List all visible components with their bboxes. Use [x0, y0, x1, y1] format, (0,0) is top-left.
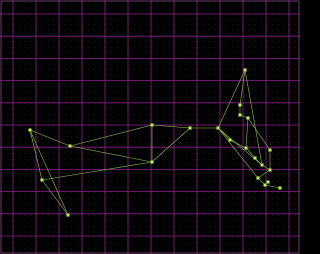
- link: [247, 117, 271, 151]
- node: [238, 113, 242, 117]
- dot-grid: [0, 0, 300, 254]
- node: [238, 103, 242, 107]
- node: [268, 148, 272, 152]
- link: [69, 124, 153, 147]
- nodes: [28, 68, 282, 217]
- node: [150, 160, 154, 164]
- link: [151, 127, 191, 163]
- node: [243, 68, 247, 72]
- link: [245, 117, 249, 149]
- link: [217, 69, 246, 129]
- link: [229, 139, 247, 149]
- node: [244, 146, 248, 150]
- node: [278, 186, 282, 190]
- node: [28, 128, 32, 132]
- link: [151, 124, 191, 129]
- node: [66, 213, 70, 217]
- node: [188, 126, 192, 130]
- node: [228, 138, 232, 142]
- node: [256, 176, 260, 180]
- node: [150, 123, 154, 127]
- link: [257, 169, 271, 179]
- link: [29, 129, 71, 147]
- node: [260, 163, 264, 167]
- node: [246, 116, 250, 120]
- link: [29, 129, 43, 181]
- node: [266, 180, 270, 184]
- node: [216, 126, 220, 130]
- frame: [0, 0, 300, 254]
- links: [29, 69, 281, 216]
- link: [41, 161, 153, 181]
- node: [268, 168, 272, 172]
- node: [253, 156, 257, 160]
- node: [68, 144, 72, 148]
- node: [263, 183, 267, 187]
- link: [69, 145, 153, 163]
- node: [40, 178, 44, 182]
- link: [41, 179, 69, 216]
- link: [29, 129, 69, 216]
- link: [264, 184, 281, 189]
- link: [244, 69, 263, 166]
- link: [217, 127, 259, 179]
- network-map: [0, 0, 300, 254]
- link: [239, 69, 246, 106]
